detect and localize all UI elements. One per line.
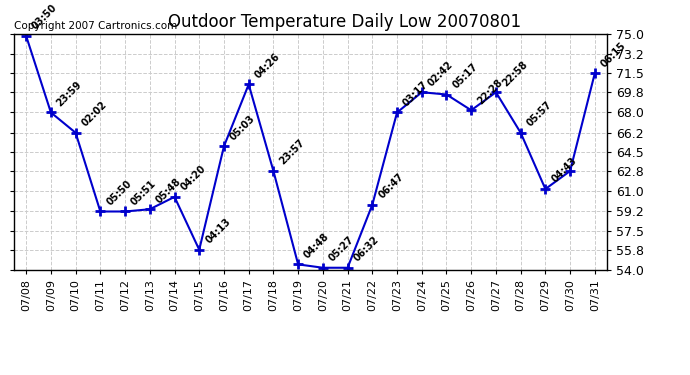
- Text: 22:28: 22:28: [475, 77, 504, 106]
- Text: 22:58: 22:58: [500, 59, 529, 88]
- Text: 02:42: 02:42: [426, 59, 455, 88]
- Text: 04:43: 04:43: [549, 156, 578, 185]
- Text: 05:03: 05:03: [228, 113, 257, 142]
- Text: 06:32: 06:32: [352, 235, 381, 264]
- Text: 05:27: 05:27: [327, 235, 356, 264]
- Text: 23:59: 23:59: [55, 80, 84, 108]
- Text: 06:47: 06:47: [377, 172, 406, 201]
- Text: 03:17: 03:17: [401, 80, 430, 108]
- Text: 23:57: 23:57: [277, 138, 306, 167]
- Text: 02:02: 02:02: [80, 100, 109, 129]
- Text: 03:50: 03:50: [30, 3, 59, 32]
- Text: 06:15: 06:15: [599, 40, 628, 69]
- Text: 05:17: 05:17: [451, 62, 480, 90]
- Text: 05:50: 05:50: [104, 178, 133, 207]
- Text: 04:20: 04:20: [179, 164, 208, 193]
- Text: Outdoor Temperature Daily Low 20070801: Outdoor Temperature Daily Low 20070801: [168, 13, 522, 31]
- Text: 05:51: 05:51: [129, 178, 158, 207]
- Text: 05:57: 05:57: [525, 100, 554, 129]
- Text: Copyright 2007 Cartronics.com: Copyright 2007 Cartronics.com: [14, 21, 177, 32]
- Text: 04:13: 04:13: [204, 217, 233, 246]
- Text: 04:48: 04:48: [302, 231, 331, 260]
- Text: 05:48: 05:48: [154, 176, 183, 205]
- Text: 04:26: 04:26: [253, 51, 282, 80]
